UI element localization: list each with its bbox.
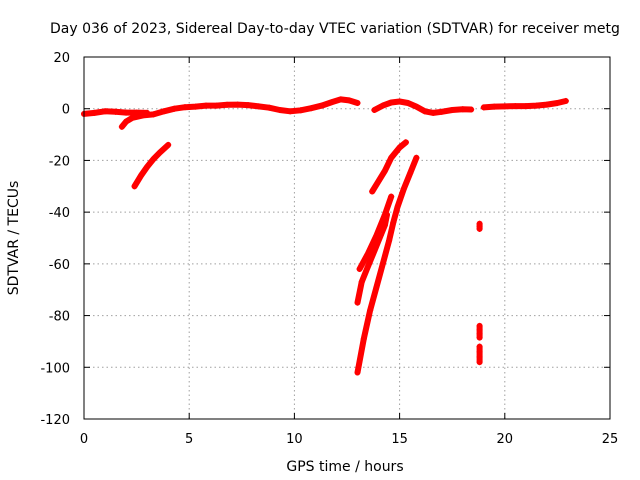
- series-early-rising-arc: [131, 141, 172, 190]
- y-tick-label: -80: [49, 310, 70, 325]
- x-tick-label: 15: [391, 432, 408, 447]
- series-trace: [131, 141, 172, 190]
- y-tick-label: -100: [40, 361, 70, 376]
- x-tick-label: 5: [185, 432, 193, 447]
- grid-lines: [84, 57, 610, 419]
- x-axis-label: GPS time / hours: [286, 459, 403, 475]
- y-tick-label: 0: [62, 103, 70, 118]
- series-isolated-points: [476, 220, 483, 366]
- axis-ticks: 0 5 10 15 20 25 -120 -100 -80 -60 -40 -20 0 20: [40, 51, 618, 447]
- x-tick-label: 10: [286, 432, 303, 447]
- series-steep-arc-3: [356, 139, 409, 273]
- y-tick-label: -120: [40, 413, 70, 428]
- y-tick-label: -60: [49, 258, 70, 273]
- data-points: [81, 96, 569, 376]
- chart-title: Day 036 of 2023, Sidereal Day-to-day VTE…: [50, 21, 620, 37]
- y-tick-label: -40: [49, 206, 70, 221]
- series-steep-arc-1: [354, 154, 420, 376]
- x-tick-label: 0: [80, 432, 88, 447]
- y-tick-label: -20: [49, 154, 70, 169]
- y-axis-label: SDTVAR / TECUs: [6, 181, 22, 296]
- y-tick-label: 20: [53, 51, 70, 66]
- x-tick-label: 20: [497, 432, 514, 447]
- series-trace: [369, 139, 409, 195]
- plot-frame: [83, 56, 611, 420]
- x-tick-label: 25: [602, 432, 619, 447]
- series-main-baseline: [81, 96, 569, 130]
